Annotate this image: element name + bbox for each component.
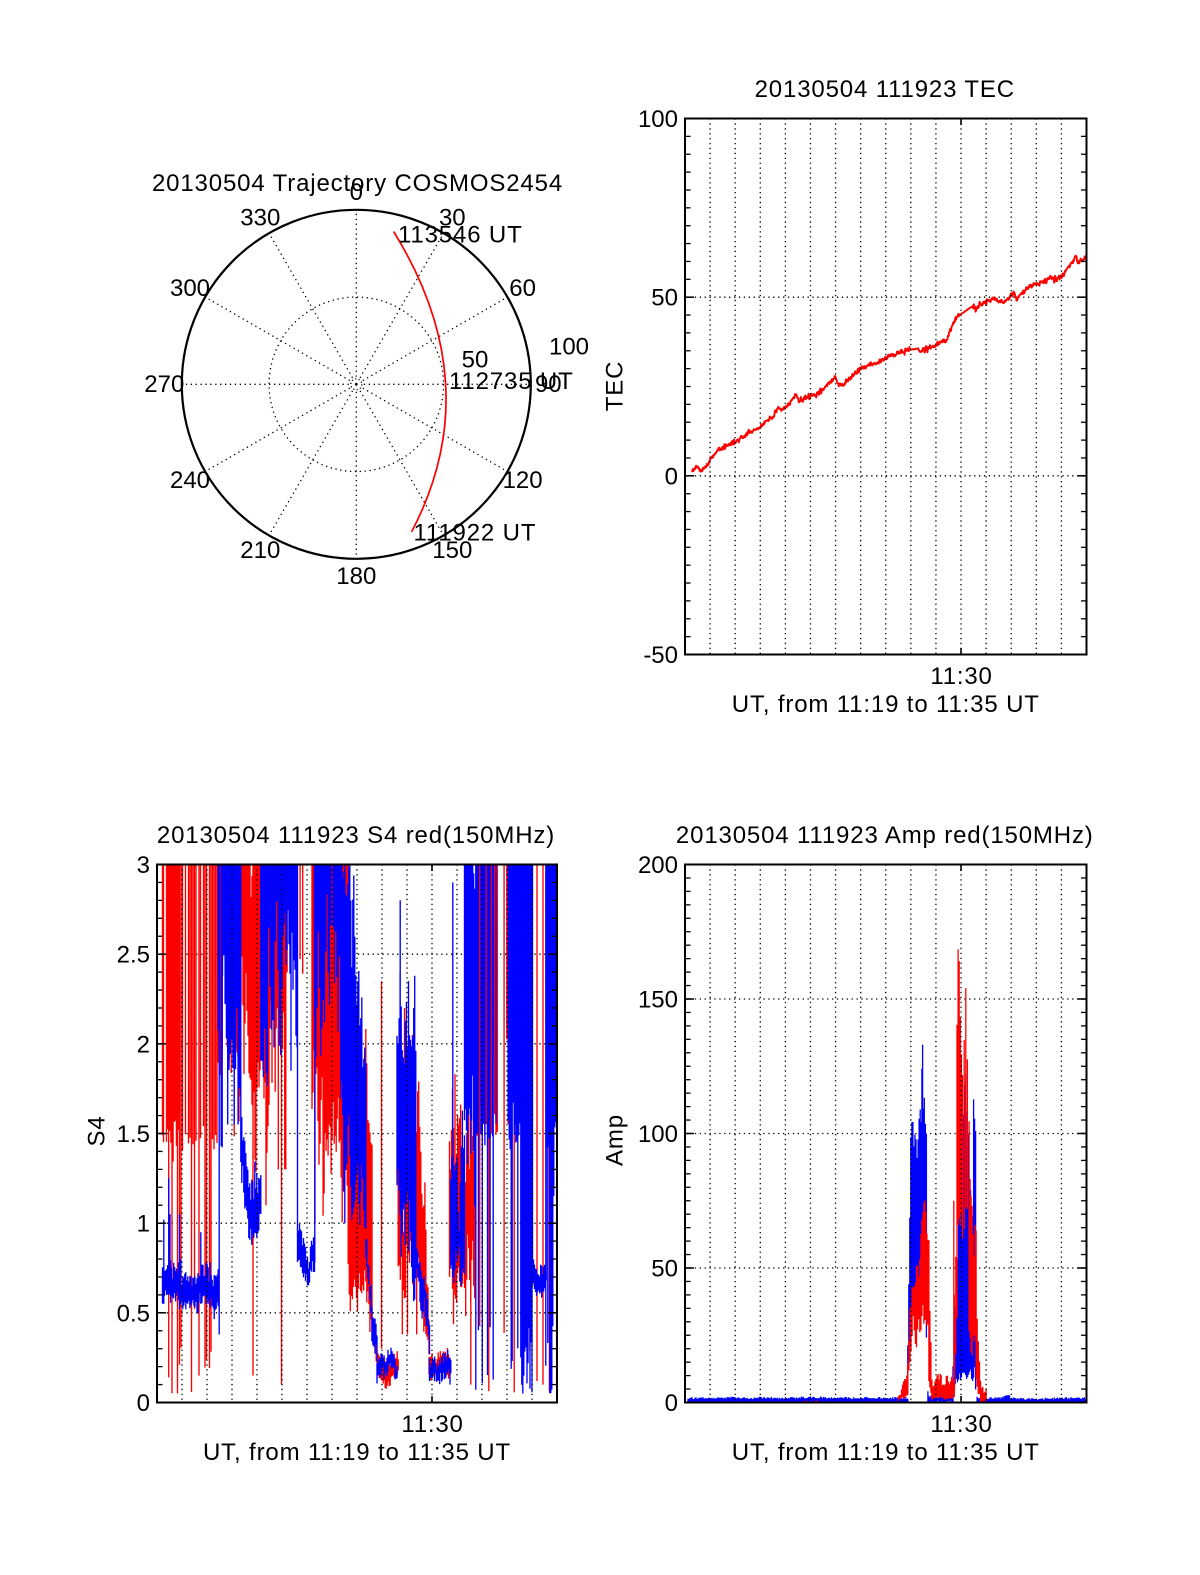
svg-text:100: 100 (549, 334, 589, 361)
svg-text:112735 UT: 112735 UT (449, 368, 574, 395)
svg-text:11:30: 11:30 (930, 663, 992, 690)
svg-text:UT, from 11:19 to 11:35 UT: UT, from 11:19 to 11:35 UT (732, 691, 1040, 718)
svg-text:60: 60 (509, 275, 536, 302)
svg-text:50: 50 (651, 1256, 678, 1283)
svg-text:50: 50 (651, 285, 678, 312)
svg-text:0: 0 (350, 179, 363, 206)
svg-text:2: 2 (137, 1031, 150, 1058)
svg-text:3: 3 (137, 852, 150, 879)
svg-text:30: 30 (439, 205, 466, 232)
svg-text:113546 UT: 113546 UT (398, 222, 523, 249)
svg-text:20130504 Trajectory COSMOS2454: 20130504 Trajectory COSMOS2454 (152, 170, 563, 197)
svg-text:1: 1 (137, 1211, 150, 1238)
svg-text:100: 100 (638, 106, 678, 133)
svg-text:S4: S4 (84, 1115, 111, 1146)
svg-text:11:30: 11:30 (930, 1411, 992, 1438)
svg-text:270: 270 (144, 371, 184, 398)
svg-text:2.5: 2.5 (117, 942, 150, 969)
svg-text:20130504 111923 S4 red(150MHz): 20130504 111923 S4 red(150MHz) (157, 822, 555, 849)
svg-text:20130504 111923 Amp red(150MHz: 20130504 111923 Amp red(150MHz) (676, 822, 1094, 849)
svg-text:11:30: 11:30 (401, 1411, 463, 1438)
svg-text:200: 200 (638, 852, 678, 879)
svg-text:1.5: 1.5 (117, 1121, 150, 1148)
svg-text:150: 150 (432, 537, 472, 564)
svg-text:UT, from 11:19 to 11:35 UT: UT, from 11:19 to 11:35 UT (732, 1439, 1040, 1466)
svg-text:120: 120 (503, 467, 543, 494)
svg-text:0: 0 (137, 1390, 150, 1417)
svg-text:111922 UT: 111922 UT (414, 520, 537, 547)
svg-text:-50: -50 (643, 642, 678, 669)
svg-text:TEC: TEC (602, 361, 629, 412)
svg-text:90: 90 (535, 371, 562, 398)
svg-text:330: 330 (240, 205, 280, 232)
svg-text:50: 50 (462, 347, 489, 374)
svg-text:20130504 111923 TEC: 20130504 111923 TEC (755, 76, 1015, 103)
svg-text:100: 100 (638, 1121, 678, 1148)
svg-text:UT, from 11:19 to 11:35 UT: UT, from 11:19 to 11:35 UT (203, 1439, 511, 1466)
svg-text:300: 300 (170, 275, 210, 302)
svg-text:180: 180 (336, 563, 376, 590)
svg-text:0: 0 (665, 1390, 678, 1417)
svg-text:0.5: 0.5 (117, 1300, 150, 1327)
svg-text:0: 0 (665, 463, 678, 490)
svg-text:210: 210 (240, 537, 280, 564)
svg-text:240: 240 (170, 467, 210, 494)
svg-text:Amp: Amp (602, 1114, 629, 1166)
svg-text:150: 150 (638, 987, 678, 1014)
